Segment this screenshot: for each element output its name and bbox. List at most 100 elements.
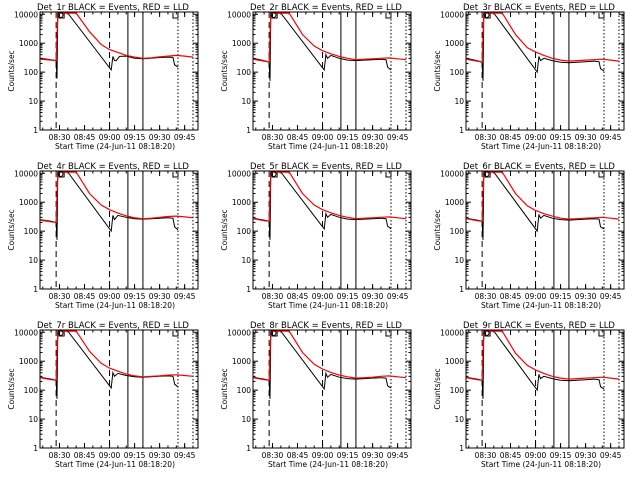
y-axis-label: Counts/sec <box>220 368 229 409</box>
x-tick-label: 09:30 <box>149 133 171 142</box>
lld-series-line <box>465 171 620 222</box>
x-tick-label: 08:45 <box>287 133 309 142</box>
x-tick-label: 09:45 <box>600 133 622 142</box>
x-tick-label: 09:15 <box>550 133 572 142</box>
events-series-line <box>252 330 392 399</box>
x-tick-label: 09:45 <box>600 292 622 301</box>
period-bracket-marker <box>598 331 605 337</box>
lld-series-line <box>39 330 194 381</box>
x-tick-label: 09:15 <box>337 292 359 301</box>
x-tick-label: 09:30 <box>362 292 384 301</box>
y-axis-label: Counts/sec <box>7 50 16 91</box>
x-tick-label: 09:00 <box>525 451 547 460</box>
period-bracket-marker <box>172 13 179 19</box>
y-tick-label: 100 <box>24 227 39 236</box>
y-tick-label: 1 <box>33 285 38 294</box>
period-bracket-marker <box>58 13 65 19</box>
x-tick-label: 08:45 <box>500 451 522 460</box>
x-tick-label: 08:45 <box>287 292 309 301</box>
y-tick-label: 1 <box>459 126 464 135</box>
period-bracket-marker <box>271 172 278 178</box>
y-tick-label: 100 <box>450 227 465 236</box>
peak-circle-marker <box>483 12 490 18</box>
x-tick-label: 09:30 <box>149 292 171 301</box>
x-tick-label: 09:45 <box>174 451 196 460</box>
x-tick-label: 09:15 <box>337 451 359 460</box>
x-tick-label: 09:30 <box>575 292 597 301</box>
x-tick-label: 09:45 <box>387 451 409 460</box>
y-tick-label: 10 <box>28 256 38 265</box>
y-tick-label: 100 <box>237 68 252 77</box>
chart-title: Det_7r BLACK = Events, RED = LLD <box>37 321 189 331</box>
y-tick-label: 1000 <box>445 198 464 207</box>
lld-series-line <box>39 12 194 62</box>
x-tick-label: 09:45 <box>600 451 622 460</box>
peak-circle-marker <box>270 330 277 336</box>
x-tick-label: 08:45 <box>74 292 96 301</box>
detector-panel-6: Det_6r BLACK = Events, RED = LLD 1 10 100 10… <box>433 162 625 310</box>
y-tick-label: 100 <box>24 386 39 395</box>
y-tick-label: 1000 <box>232 39 251 48</box>
detector-panel-1: Det_1r BLACK = Events, RED = LLD 1 10 100 10… <box>7 3 199 151</box>
y-tick-label: 10 <box>241 97 251 106</box>
y-tick-label: 10000 <box>14 169 38 178</box>
x-tick-label: 08:30 <box>475 292 497 301</box>
lld-series-line <box>252 171 407 222</box>
period-bracket-marker <box>271 13 278 19</box>
x-axis-label: Start Time (24-Jun-11 08:18:20) <box>55 301 175 310</box>
x-tick-label: 09:30 <box>149 451 171 460</box>
events-series-line <box>252 12 392 81</box>
x-axis-label: Start Time (24-Jun-11 08:18:20) <box>481 460 601 469</box>
y-tick-label: 1 <box>459 285 464 294</box>
x-tick-label: 08:30 <box>49 133 71 142</box>
plot-frame <box>39 170 199 290</box>
x-tick-label: 08:30 <box>262 292 284 301</box>
period-bracket-marker <box>271 331 278 337</box>
x-tick-label: 08:45 <box>74 133 96 142</box>
chart-title: Det_1r BLACK = Events, RED = LLD <box>37 3 189 13</box>
y-tick-label: 10000 <box>227 169 251 178</box>
events-series-line <box>465 330 605 399</box>
y-tick-label: 1000 <box>445 357 464 366</box>
y-tick-label: 1 <box>459 444 464 453</box>
period-bracket-marker <box>58 172 65 178</box>
period-bracket-marker <box>598 172 605 178</box>
plot-frame <box>252 170 412 290</box>
y-tick-label: 1000 <box>19 39 38 48</box>
peak-circle-marker <box>270 171 277 177</box>
events-series-line <box>465 12 605 81</box>
y-axis-label: Counts/sec <box>220 50 229 91</box>
y-axis-label: Counts/sec <box>433 50 442 91</box>
plot-frame <box>465 11 625 131</box>
y-tick-label: 100 <box>450 68 465 77</box>
x-tick-label: 09:15 <box>550 292 572 301</box>
x-tick-label: 09:00 <box>312 292 334 301</box>
x-tick-label: 08:30 <box>475 133 497 142</box>
y-tick-label: 10000 <box>440 169 464 178</box>
plot-frame <box>465 329 625 449</box>
x-tick-label: 08:45 <box>74 451 96 460</box>
x-tick-label: 09:00 <box>312 451 334 460</box>
y-tick-label: 100 <box>237 227 252 236</box>
x-axis-label: Start Time (24-Jun-11 08:18:20) <box>268 460 388 469</box>
peak-circle-marker <box>483 330 490 336</box>
x-axis-label: Start Time (24-Jun-11 08:18:20) <box>481 301 601 310</box>
lld-series-line <box>465 330 620 381</box>
chart-title: Det_6r BLACK = Events, RED = LLD <box>463 162 615 172</box>
y-tick-label: 1000 <box>232 357 251 366</box>
y-axis-label: Counts/sec <box>433 209 442 250</box>
lld-series-line <box>252 330 407 381</box>
events-series-line <box>252 171 392 240</box>
y-tick-label: 10000 <box>440 10 464 19</box>
x-tick-label: 09:00 <box>99 451 121 460</box>
y-tick-label: 100 <box>24 68 39 77</box>
x-tick-label: 09:45 <box>174 133 196 142</box>
y-tick-label: 1 <box>246 444 251 453</box>
y-tick-label: 100 <box>450 386 465 395</box>
chart-title: Det_2r BLACK = Events, RED = LLD <box>250 3 402 13</box>
period-bracket-marker <box>172 172 179 178</box>
x-tick-label: 09:45 <box>174 292 196 301</box>
x-tick-label: 09:30 <box>362 451 384 460</box>
x-tick-label: 08:30 <box>49 451 71 460</box>
